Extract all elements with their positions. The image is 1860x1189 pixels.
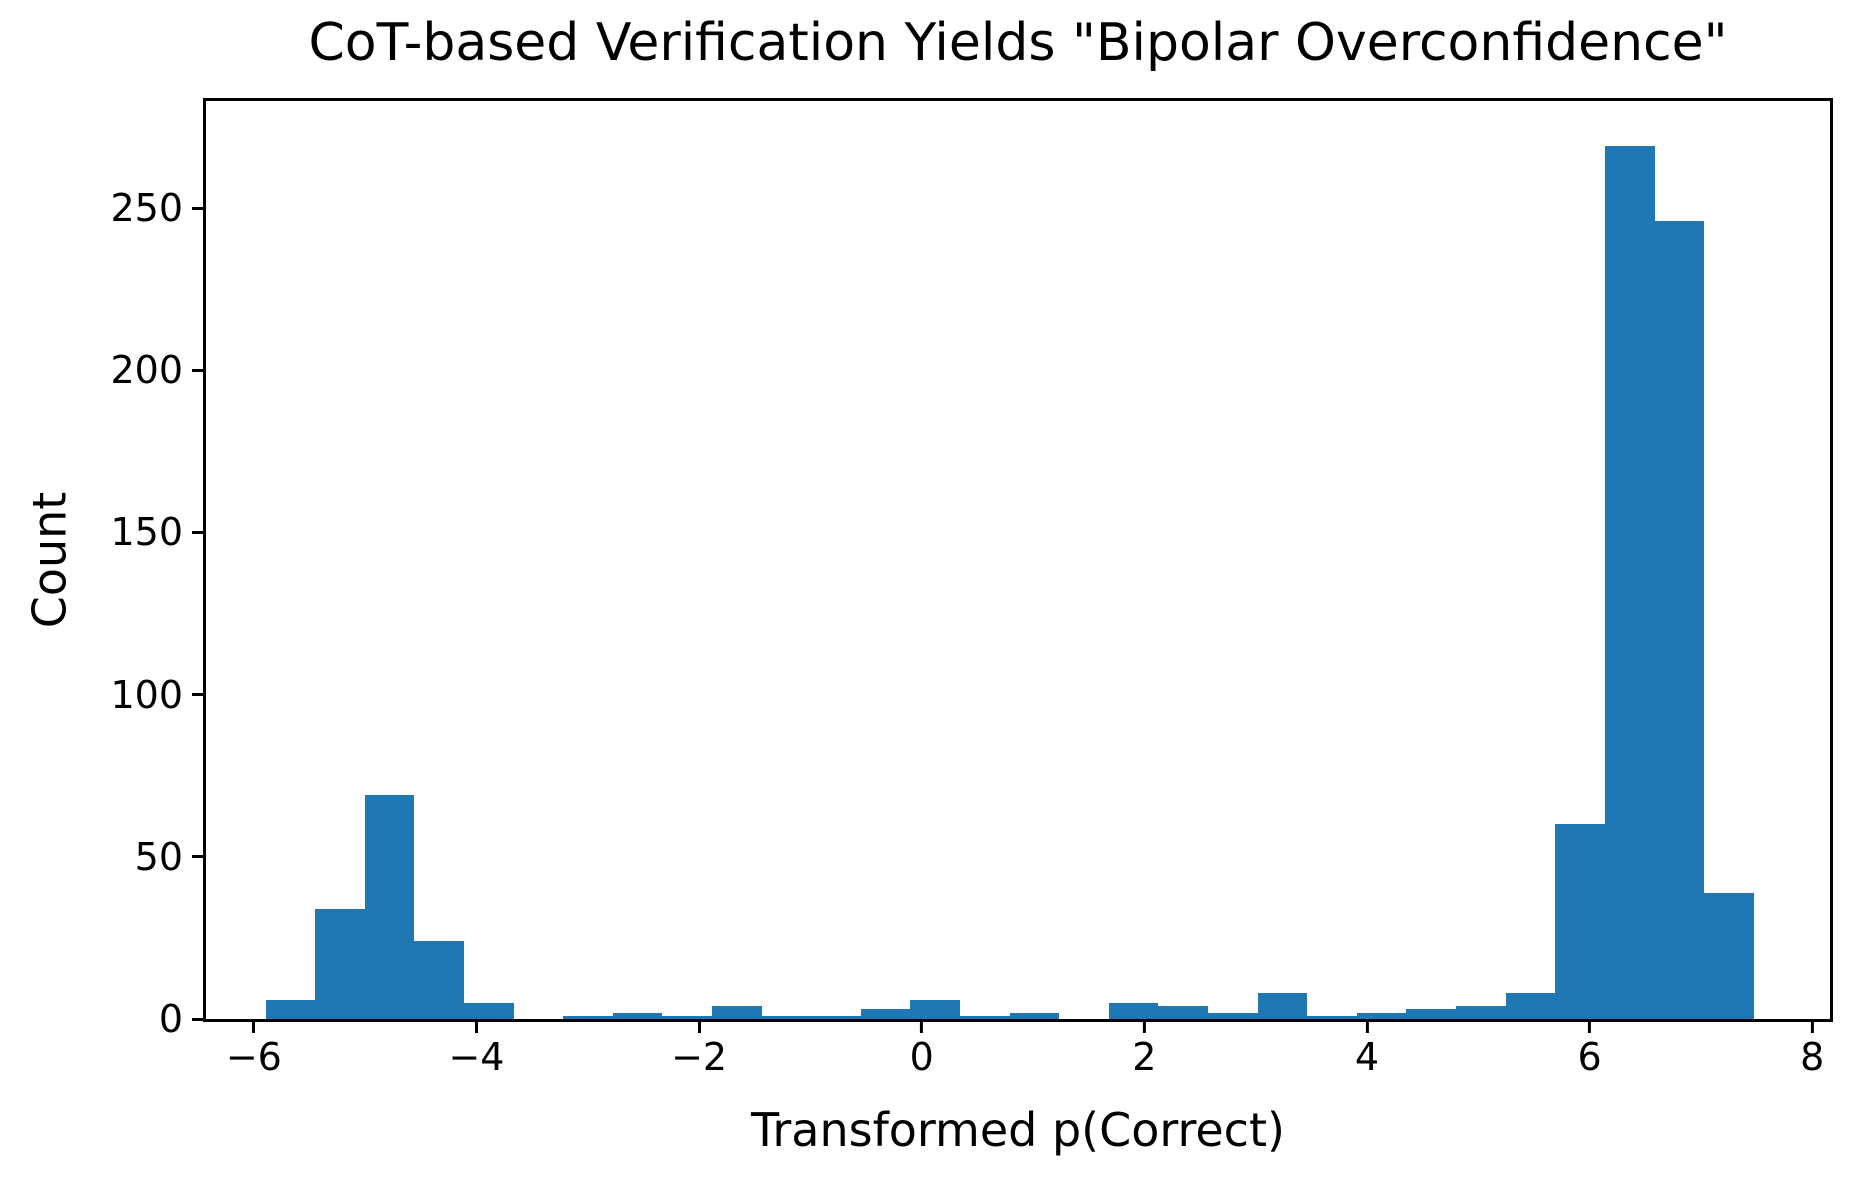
- histogram-bar: [315, 908, 365, 1019]
- histogram-bar: [1158, 1006, 1209, 1019]
- histogram-bar: [612, 1012, 663, 1019]
- y-tick-label: 100: [110, 672, 183, 717]
- y-tick-label: 150: [110, 510, 183, 555]
- histogram-bar: [1208, 1012, 1258, 1019]
- x-tick: 6: [1577, 1019, 1602, 1079]
- x-tick-mark: [252, 1019, 256, 1033]
- y-tick: 0: [159, 1000, 206, 1038]
- y-tick-mark: [192, 1017, 206, 1021]
- histogram-bar: [1307, 1015, 1357, 1019]
- x-tick: 4: [1355, 1019, 1379, 1079]
- x-tick: 2: [1132, 1019, 1156, 1079]
- x-tick: 0: [910, 1019, 934, 1079]
- x-axis-label: Transformed p(Correct): [751, 1103, 1285, 1157]
- x-tick-label: 4: [1354, 1035, 1380, 1079]
- x-tick-mark: [1588, 1019, 1592, 1033]
- histogram-bar: [761, 1015, 812, 1019]
- histogram-bar: [1257, 993, 1308, 1019]
- histogram-bar: [1009, 1012, 1060, 1019]
- x-tick-mark: [1810, 1019, 1814, 1033]
- histogram-bar: [364, 795, 415, 1019]
- histogram-bar: [414, 941, 464, 1019]
- x-tick-mark: [1142, 1019, 1146, 1033]
- x-tick-label: −2: [671, 1035, 728, 1079]
- y-tick-label: 200: [110, 348, 183, 393]
- x-tick: 8: [1800, 1019, 1824, 1079]
- y-tick: 100: [110, 676, 206, 714]
- histogram-bar: [1604, 146, 1655, 1019]
- histogram-bar: [860, 1009, 911, 1019]
- histogram-bar: [1108, 1002, 1159, 1019]
- chart-title: CoT-based Verification Yields "Bipolar O…: [308, 13, 1728, 73]
- y-tick-label: 250: [110, 186, 183, 231]
- y-tick: 50: [135, 838, 206, 876]
- histogram-bar: [563, 1015, 613, 1019]
- histogram-bar: [811, 1015, 861, 1019]
- y-tick: 150: [110, 513, 206, 551]
- x-tick: −4: [448, 1019, 504, 1079]
- x-tick: −2: [671, 1019, 727, 1079]
- x-tick-label: 0: [909, 1035, 934, 1079]
- histogram-bar: [265, 999, 316, 1019]
- histogram-bar: [910, 999, 960, 1019]
- y-tick-label: 50: [134, 834, 183, 879]
- histogram-bar: [1356, 1012, 1407, 1019]
- histogram-bar: [1505, 993, 1556, 1019]
- histogram-bar: [712, 1006, 762, 1019]
- x-tick-label: 6: [1577, 1035, 1602, 1079]
- histogram-bar: [960, 1015, 1010, 1019]
- x-tick-label: 8: [1800, 1035, 1825, 1079]
- x-tick-mark: [920, 1019, 924, 1033]
- y-tick: 250: [110, 189, 206, 227]
- histogram-bar: [1654, 221, 1705, 1019]
- y-tick-mark: [192, 530, 206, 534]
- y-tick-mark: [192, 206, 206, 210]
- histogram-bar: [464, 1002, 514, 1019]
- y-tick-label: 0: [158, 997, 183, 1041]
- histogram-bar: [1555, 824, 1605, 1019]
- histogram-bar: [662, 1015, 712, 1019]
- y-tick-mark: [192, 855, 206, 859]
- histogram-bar: [1456, 1006, 1506, 1019]
- y-axis-label: Count: [22, 491, 77, 629]
- x-tick: −6: [226, 1019, 282, 1079]
- histogram-bar: [1406, 1009, 1457, 1019]
- x-tick-mark: [697, 1019, 701, 1033]
- x-tick-label: −6: [225, 1035, 282, 1079]
- x-tick-label: −4: [448, 1035, 505, 1079]
- plot-area: −6 −4 −2 0 2 4 6 8 0 50 100 150 200 250: [110, 98, 1833, 1078]
- x-tick-mark: [1365, 1019, 1369, 1033]
- histogram-bar: [1704, 892, 1754, 1019]
- y-tick: 200: [110, 351, 206, 389]
- x-tick-label: 2: [1132, 1035, 1157, 1079]
- x-tick-mark: [474, 1019, 478, 1033]
- y-tick-mark: [192, 368, 206, 372]
- y-tick-mark: [192, 693, 206, 697]
